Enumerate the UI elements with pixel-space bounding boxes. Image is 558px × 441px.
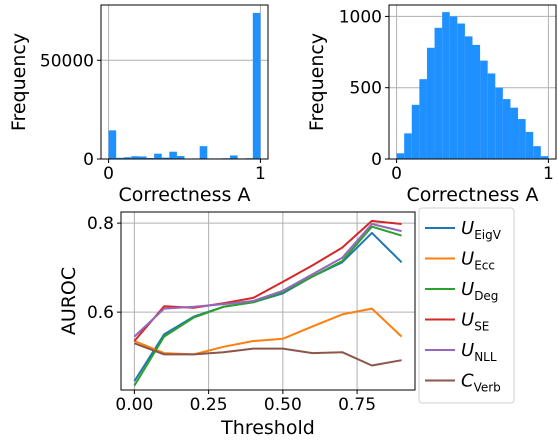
legend-label: USE [461,310,489,334]
histogram-bar [495,87,503,159]
series-line-nll [133,223,402,338]
histogram-bar [176,156,185,159]
x-tick-label: 0.50 [264,395,302,415]
legend-label-subscript: NLL [474,350,497,364]
histogram-bar [161,157,170,159]
y-tick-label: 50000 [40,51,94,71]
histogram-bar [510,107,519,159]
histogram-bar [169,151,177,159]
series-line-ecc [134,307,403,356]
plot-frame [100,4,269,160]
y-axis-label: AUROC [58,267,80,335]
legend-label: UEigV [461,218,502,242]
histogram-bar [442,12,450,160]
x-axis-label: Correctness A [119,184,251,206]
legend-label-main: U [461,218,474,239]
y-tick-label: 0 [83,150,94,170]
legend-label: UEcc [461,249,495,273]
histogram-bar [472,44,481,159]
y-tick-label: 1000 [339,7,382,27]
histogram-bar [502,99,511,159]
legend-label: CVerb [461,371,501,395]
plot-frame [388,4,557,160]
histogram-bar [154,153,162,159]
x-tick-label: 0.75 [338,395,376,415]
y-tick-label: 0.6 [87,303,114,323]
histogram-bar [449,16,458,159]
series-line-verb [134,342,402,367]
legend-box [418,207,515,404]
x-tick-label: 0.25 [190,395,228,415]
histogram-bar [518,119,526,159]
legend-label-main: U [461,279,474,300]
x-tick-label: 1 [543,164,554,184]
histogram-bar [411,104,420,159]
histogram-bar [396,153,405,159]
y-axis-label: Frequency [306,33,328,131]
legend-label: UDeg [461,279,498,303]
y-tick-label: 500 [350,79,382,99]
x-tick-label: 1 [255,164,266,184]
histogram-bar [487,73,496,159]
legend-label-main: C [461,371,474,392]
histogram-bar [426,47,435,159]
y-axis-label: Frequency [8,33,30,131]
histogram-bar [480,60,488,159]
x-tick-label: 0.00 [115,395,153,415]
histogram-bar [131,156,139,159]
histogram-bar [457,23,465,160]
y-tick-label: 0.8 [87,214,114,234]
legend-label-main: U [461,340,474,361]
legend-label: UNLL [461,340,497,364]
histogram-bar [199,146,208,159]
histogram-bar [464,36,473,159]
histogram-bar [138,156,147,159]
x-axis-label: Correctness A [407,184,539,206]
histogram-bar [252,12,261,160]
legend-label-main: U [461,310,474,331]
legend-label-subscript: Deg [474,289,498,303]
histogram-bar [116,157,124,159]
histogram-bar [230,155,238,159]
x-tick-label: 0 [391,164,402,184]
histogram-bar [540,156,549,159]
legend-label-subscript: Ecc [474,259,495,273]
legend-label-main: U [461,249,474,270]
plot-frame [120,211,416,391]
series-line-deg [133,225,402,387]
histogram-bar [404,133,412,159]
histogram-bar [525,131,534,159]
histogram-bar [123,157,132,159]
histogram-bar [434,27,443,159]
histogram-bar [108,130,117,159]
legend-label-subscript: Verb [474,381,501,395]
legend-label-subscript: SE [474,320,489,334]
y-tick-label: 0 [371,150,382,170]
histogram-bar [533,146,541,159]
x-tick-label: 0 [103,164,114,184]
x-axis-label: Threshold [220,417,315,439]
legend-label-subscript: EigV [474,228,502,242]
histogram-bar [419,79,427,159]
